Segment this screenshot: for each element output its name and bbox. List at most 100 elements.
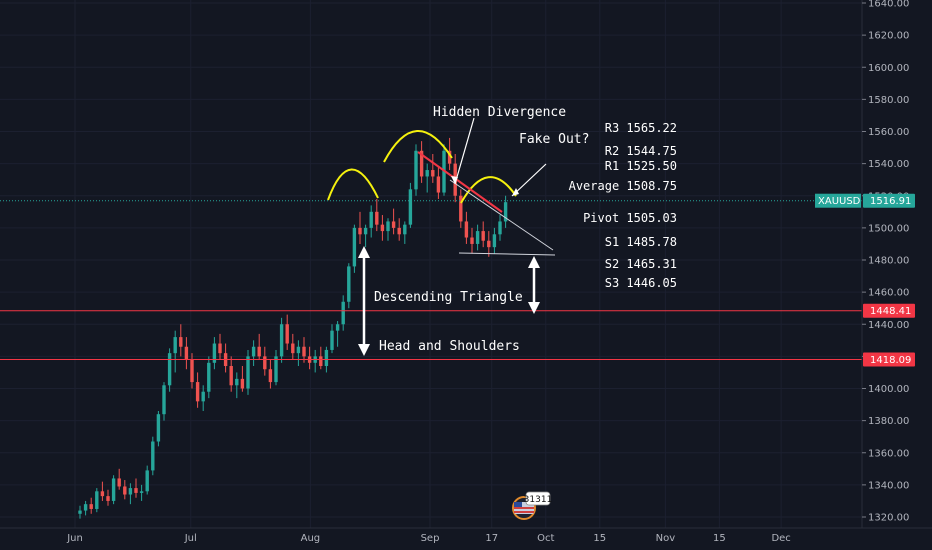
candle (386, 218, 390, 241)
pivot-level-r1: R1 1525.50 (605, 159, 677, 173)
candle-body (156, 414, 161, 442)
candle (470, 227, 474, 254)
candle (375, 198, 379, 232)
annotation-descending-triangle: Descending Triangle (374, 290, 523, 305)
candle-body (380, 224, 385, 232)
price-tick-label: 1380.00 (868, 416, 909, 427)
hidden-divergence-pointer (454, 117, 475, 185)
level-price-tag (863, 352, 915, 367)
candle (391, 208, 396, 235)
candle-body (190, 359, 194, 383)
candle-body (251, 346, 256, 357)
level-price-tag (863, 303, 915, 318)
candle-body (83, 504, 88, 511)
hidden-divergence-arrowhead (451, 176, 458, 184)
candle-body (425, 170, 429, 177)
candle-body (229, 366, 233, 386)
candle (268, 359, 273, 389)
annotation-head-and-shoulders: Head and Shoulders (379, 339, 520, 354)
candle-body (139, 491, 144, 493)
candle-body (386, 221, 390, 232)
candle-body (263, 356, 267, 370)
pivot-level-average: Average 1508.75 (569, 179, 677, 193)
candle (285, 314, 289, 350)
time-tick-label: 15 (713, 533, 726, 544)
candle-body (397, 227, 401, 235)
candle-body (352, 227, 357, 267)
candle-body (207, 362, 211, 392)
candle-body (464, 221, 469, 238)
candle-body (459, 195, 463, 222)
price-tags: 1448.41 1418.09 XAUUSD 16.94%1516.91 (815, 193, 915, 367)
candle-body (291, 343, 295, 354)
candle (229, 356, 233, 392)
candle-body (117, 478, 121, 487)
candle-body (330, 330, 334, 350)
candle-body (319, 356, 323, 367)
price-tick-label: 1560.00 (868, 127, 909, 138)
candle-body (358, 227, 362, 235)
candle-body (179, 337, 183, 347)
candle-body (279, 324, 284, 357)
candle-body (201, 391, 205, 402)
fake-out-arrowhead (512, 188, 519, 196)
price-tick-label: 1600.00 (868, 63, 909, 74)
time-tick-label: Jun (66, 533, 83, 544)
candle (419, 141, 424, 183)
candle (167, 348, 172, 392)
candle-body (134, 488, 138, 493)
price-tick-label: 1340.00 (868, 480, 909, 491)
candle-body (111, 478, 116, 501)
candle (240, 366, 245, 392)
candle-body (324, 349, 329, 367)
candle (83, 500, 88, 516)
level-price-tag-label: 1448.41 (870, 306, 911, 317)
candle-body (431, 170, 435, 177)
candle-body (341, 301, 345, 325)
candle (184, 337, 189, 370)
candle (145, 465, 149, 495)
candle (503, 195, 508, 228)
candle (425, 163, 429, 193)
candle-body (195, 382, 200, 402)
candle-body (167, 353, 172, 386)
candle-body (184, 346, 189, 360)
triangle-base-line (458, 252, 556, 256)
candle-body (123, 486, 127, 495)
candle (335, 321, 340, 347)
price-tick-label: 1540.00 (868, 159, 909, 170)
head-arc (383, 130, 453, 163)
pivot-level-s2: S2 1465.31 (605, 257, 677, 271)
candle (235, 372, 239, 399)
candle-body (335, 324, 340, 331)
candle (201, 385, 205, 411)
candle (481, 221, 485, 248)
price-tick-label: 1440.00 (868, 320, 909, 331)
candle (207, 356, 211, 399)
candle (279, 317, 284, 363)
candle (464, 211, 469, 244)
candle-body (128, 488, 133, 495)
time-axis[interactable]: Jun Jul Aug Sep 17 Oct 15 Nov 15 Dec (66, 533, 791, 544)
candle-body (414, 150, 418, 190)
candle (117, 468, 121, 490)
price-tick-label: 1580.00 (868, 95, 909, 106)
time-tick-label: 15 (593, 533, 606, 544)
candle-body (78, 510, 82, 514)
left-shoulder-arc (327, 168, 379, 201)
candle-body (218, 343, 222, 354)
fake-out-pointer (511, 163, 547, 197)
price-tick-label: 1500.00 (868, 223, 909, 234)
price-tick-label: 1640.00 (868, 0, 909, 10)
candle (408, 182, 413, 228)
candle (319, 346, 323, 370)
candle (156, 410, 161, 447)
pivot-level-s1: S1 1485.78 (605, 235, 677, 249)
candle (263, 346, 267, 376)
time-tick-label: Nov (656, 533, 676, 544)
candle-body (274, 356, 278, 383)
pivot-level-r3: R3 1565.22 (605, 121, 677, 135)
candle (246, 349, 250, 395)
candle-body (145, 470, 149, 492)
candle (492, 227, 497, 254)
